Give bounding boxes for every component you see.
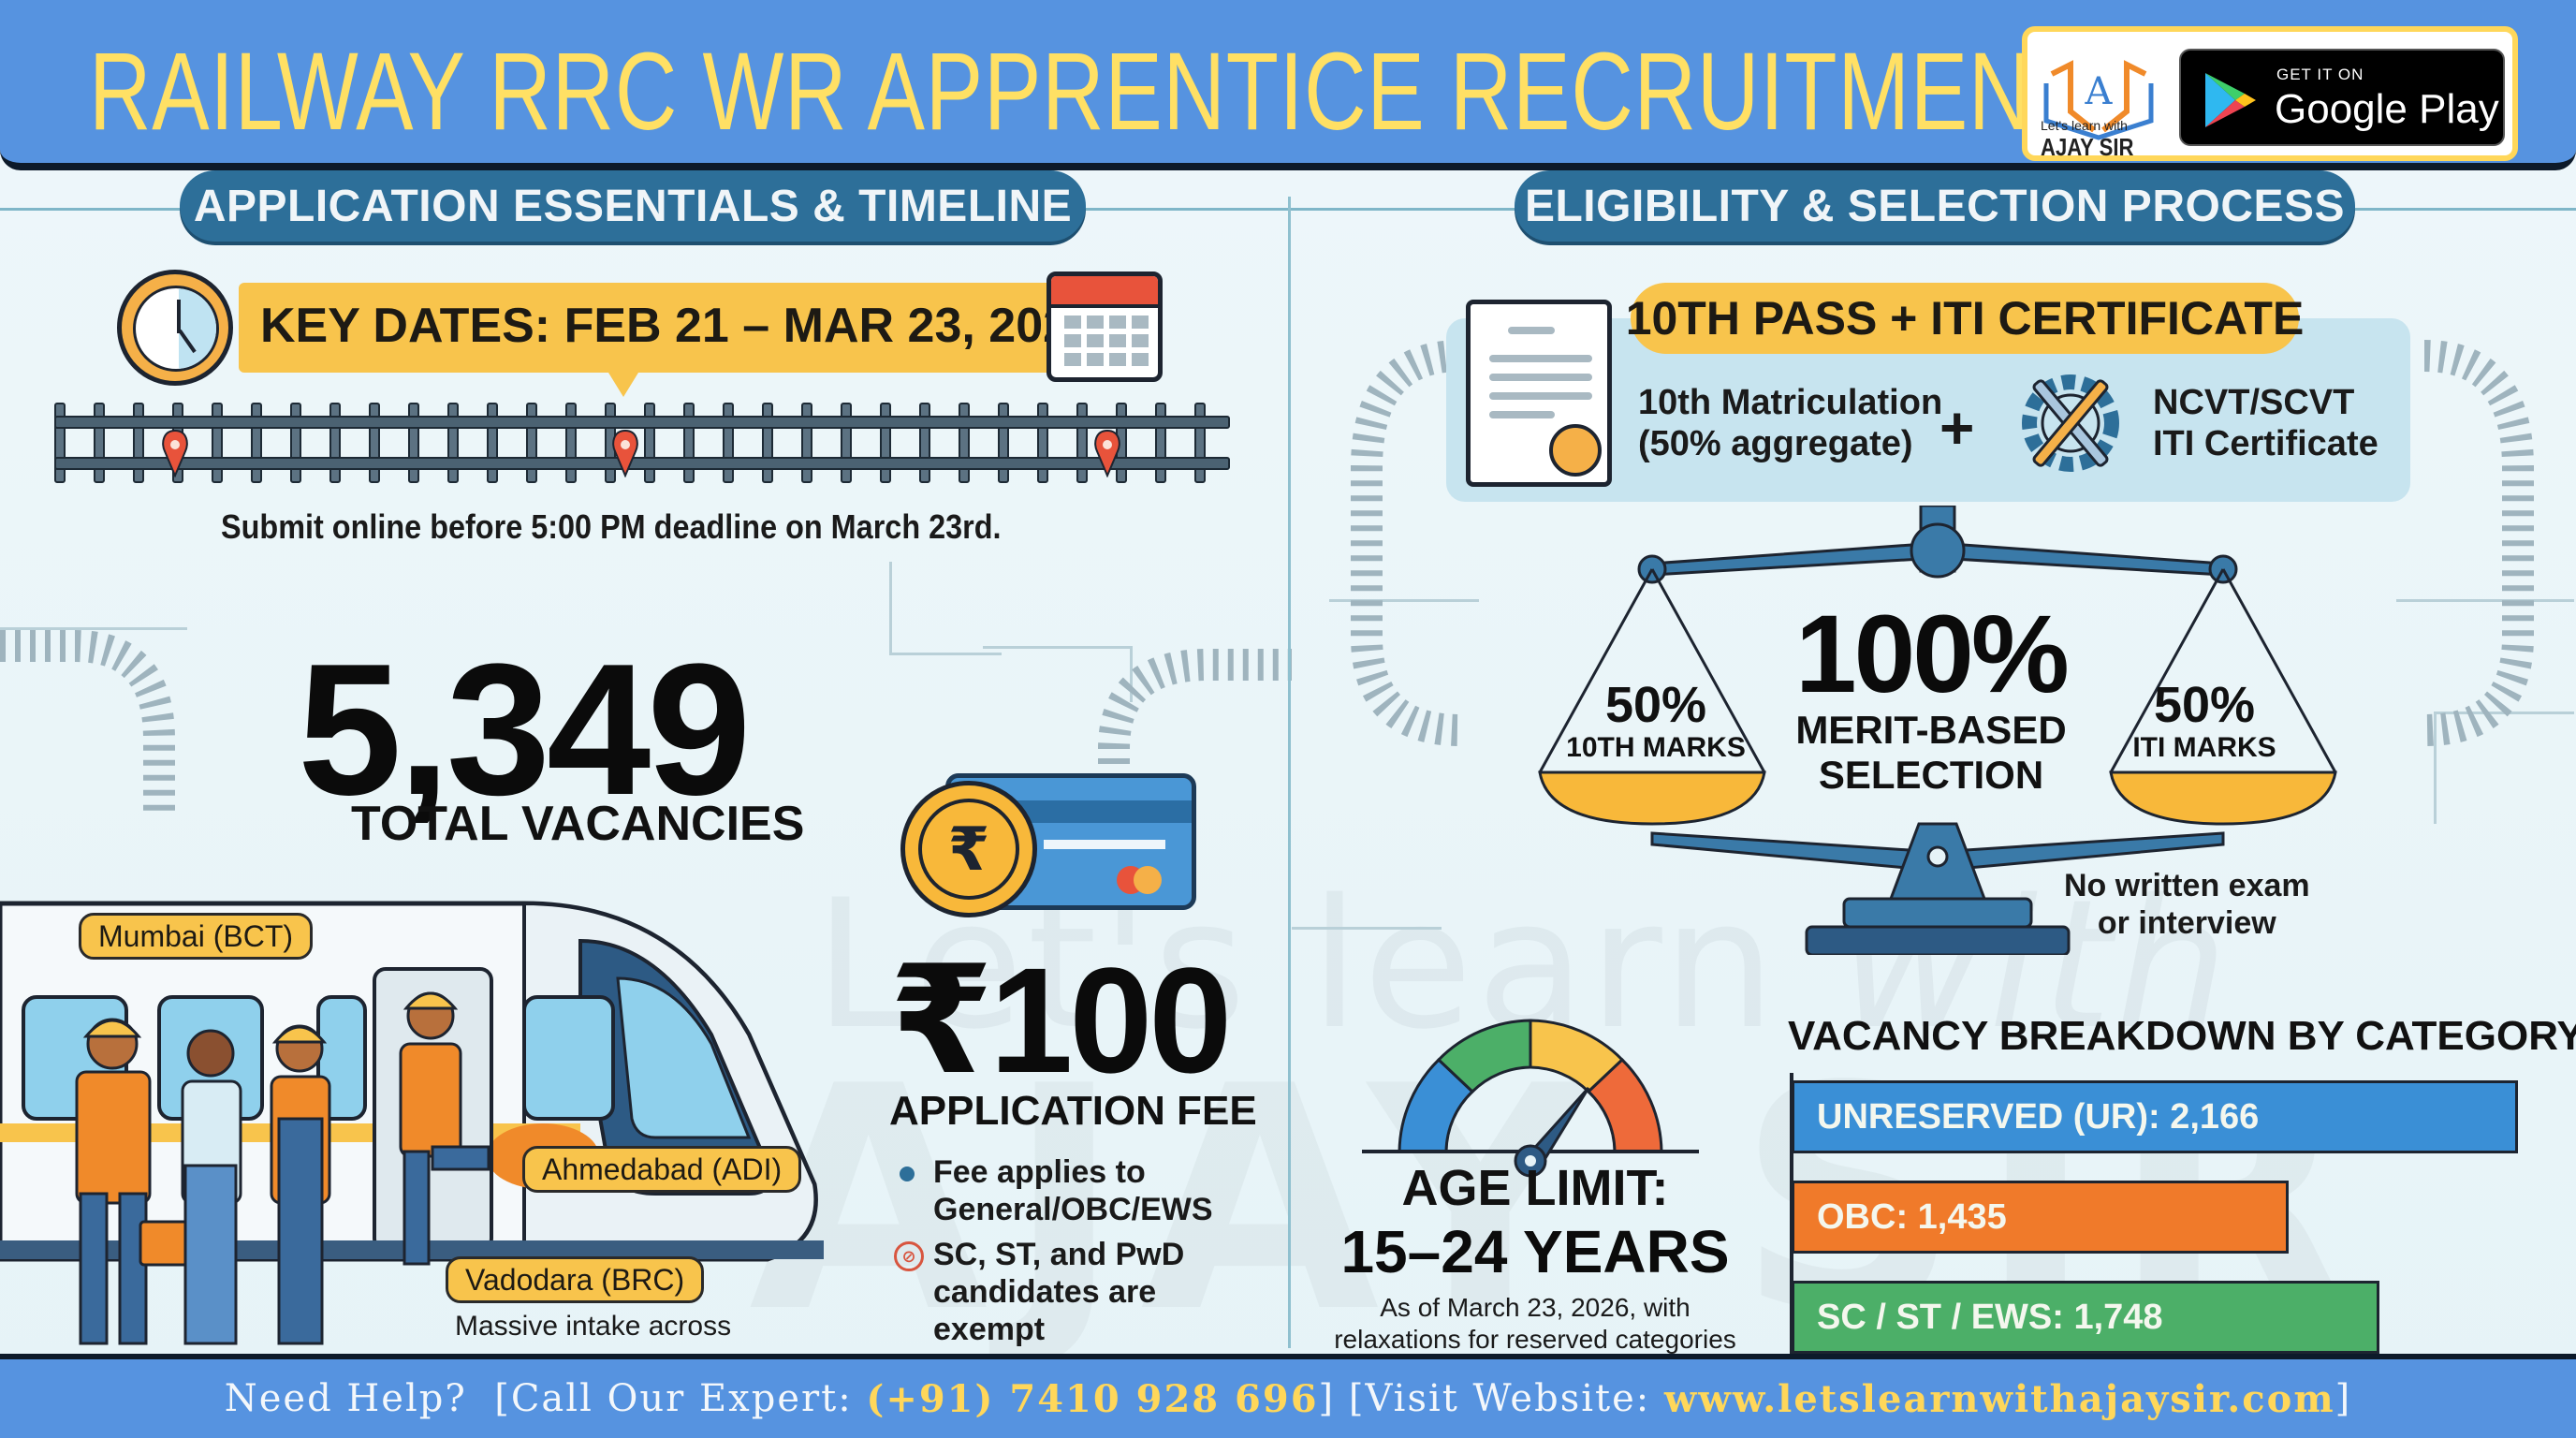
right-pan-label: ITI MARKS	[2132, 732, 2276, 763]
section-divider	[1288, 197, 1291, 1348]
left-pan-label: 10TH MARKS	[1566, 732, 1746, 763]
qualification-title: 10TH PASS + ITI CERTIFICATE	[1626, 283, 2304, 354]
footer-website-link[interactable]: www.letslearnwithajaysir.com	[1663, 1376, 2335, 1421]
fee-amount: ₹100	[889, 936, 1232, 1104]
rupee-coin-icon: ₹	[900, 781, 1037, 917]
brand-tagline: Let's learn with	[2041, 118, 2128, 133]
balance-scale-icon	[1538, 506, 2337, 955]
store-caption: GET IT ON	[2276, 66, 2364, 83]
qualification-10th: 10th Matriculation (50% aggregate)	[1638, 383, 1943, 463]
fee-bullet-list: Fee applies to General/OBC/EWS ⊘ SC, ST,…	[894, 1153, 1268, 1356]
clock-icon	[117, 270, 233, 386]
pill-line	[1086, 208, 1292, 211]
track-decoration-icon	[2423, 340, 2534, 746]
deadline-note: Submit online before 5:00 PM deadline on…	[221, 507, 1002, 546]
footer-phone-link[interactable]: (+91) 7410 928 696	[866, 1376, 1319, 1421]
left-pan-percent: 50%	[1604, 677, 1707, 733]
circuit-line	[1292, 927, 1442, 930]
vacancy-bar-obc: OBC: 1,435	[1792, 1181, 2289, 1254]
certificate-document-icon	[1466, 300, 1612, 487]
timeline-pin-icon	[162, 429, 188, 477]
right-pan-percent: 50%	[2153, 677, 2256, 733]
circuit-line	[1329, 599, 1479, 602]
watermark-text: Let's learn with	[814, 861, 2232, 1068]
pill-line	[1292, 208, 1516, 211]
plus-sign: +	[1939, 394, 1975, 462]
footer-contact-bar: Need Help? [Call Our Expert: (+91) 7410 …	[0, 1354, 2576, 1438]
fee-label: APPLICATION FEE	[889, 1088, 1257, 1134]
merit-percentage: 100%	[1795, 593, 2070, 716]
no-fee-icon: ⊘	[894, 1241, 924, 1271]
age-limit-range: 15–24 YEARS	[1340, 1218, 1730, 1285]
brand-badge[interactable]: A Let's learn with AJAY SIR GET IT ON Go…	[2022, 26, 2518, 161]
track-decoration-icon	[0, 630, 175, 814]
timeline-pin-icon	[612, 429, 638, 477]
store-name: Google Play	[2275, 86, 2499, 132]
footer-site-prefix: ] [Visit Website:	[1318, 1377, 1651, 1420]
key-dates-banner	[239, 283, 1062, 397]
intake-note: Massive intake across	[455, 1311, 732, 1342]
key-dates-text: KEY DATES: FEB 21 – MAR 23, 2026	[260, 299, 1097, 353]
circuit-line	[889, 562, 1002, 655]
circuit-line	[2396, 599, 2574, 602]
location-tag-ahmedabad: Ahmedabad (ADI)	[522, 1146, 802, 1193]
fee-bullet: ⊘ SC, ST, and PwD candidates are exempt	[894, 1236, 1268, 1348]
pill-line	[2355, 208, 2576, 211]
gear-wrench-icon	[2022, 374, 2119, 472]
circuit-line	[0, 627, 187, 630]
footer-help: Need Help?	[224, 1377, 467, 1420]
timeline-track	[54, 403, 1230, 483]
location-tag-vadodara: Vadodara (BRC)	[446, 1256, 705, 1303]
footer-close: ]	[2334, 1377, 2352, 1420]
vacancy-bar-ur: UNRESERVED (UR): 2,166	[1792, 1080, 2518, 1153]
footer-call-prefix: [Call Our Expert:	[494, 1377, 853, 1420]
age-limit-label: AGE LIMIT:	[1401, 1160, 1669, 1216]
total-vacancies-number: 5,349	[298, 625, 751, 834]
location-tag-mumbai: Mumbai (BCT)	[79, 913, 314, 960]
track-decoration-icon	[1351, 340, 1461, 746]
vacancy-chart-title: VACANCY BREAKDOWN BY CATEGORY	[1788, 1013, 2576, 1059]
fee-bullet: Fee applies to General/OBC/EWS	[894, 1153, 1268, 1228]
brand-name: AJAY SIR	[2041, 133, 2134, 161]
no-exam-note: No written exam or interview	[2064, 868, 2310, 941]
merit-label: MERIT-BASED SELECTION	[1795, 708, 2067, 797]
age-gauge-icon	[1362, 1019, 1699, 1178]
qualification-iti: NCVT/SCVT ITI Certificate	[2153, 383, 2378, 463]
page-title: RAILWAY RRC WR APPRENTICE RECRUITMENT 20…	[89, 30, 2303, 154]
ajay-sir-logo-icon: A	[2043, 60, 2154, 140]
calendar-icon	[1046, 271, 1163, 382]
total-vacancies-label: TOTAL VACANCIES	[351, 797, 805, 851]
section-title-application: APPLICATION ESSENTIALS & TIMELINE	[180, 170, 1086, 242]
age-limit-note: As of March 23, 2026, with relaxations f…	[1334, 1293, 1736, 1354]
pill-line	[0, 208, 187, 211]
section-title-eligibility: ELIGIBILITY & SELECTION PROCESS	[1515, 170, 2355, 242]
svg-text:A: A	[2085, 70, 2114, 113]
vacancy-bar-sc-st-ews: SC / ST / EWS: 1,748	[1792, 1281, 2379, 1354]
google-play-icon	[2205, 73, 2256, 127]
circuit-line	[983, 646, 1133, 702]
bullet-dot-icon	[900, 1167, 915, 1181]
google-play-button[interactable]: GET IT ON Google Play	[2179, 49, 2505, 146]
header-bar: RAILWAY RRC WR APPRENTICE RECRUITMENT 20…	[0, 0, 2576, 170]
timeline-pin-icon	[1094, 429, 1120, 477]
